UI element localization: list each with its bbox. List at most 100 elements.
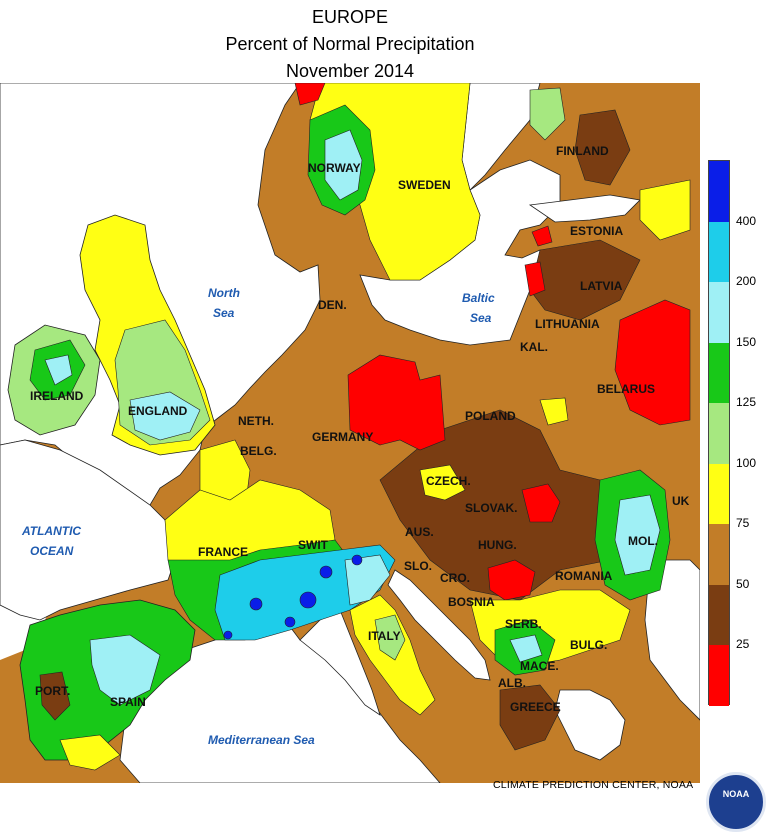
- italy-green: [374, 614, 406, 661]
- label-alb: ALB.: [498, 676, 526, 690]
- alps-darkblue-5: [223, 630, 233, 640]
- label-romania: ROMANIA: [555, 569, 613, 583]
- map-title-period: November 2014: [285, 61, 415, 81]
- aegean-sea: [554, 689, 626, 761]
- label-poland: POLAND: [465, 409, 516, 423]
- poland-yellow: [539, 397, 569, 426]
- alps-lightblue: [344, 554, 391, 606]
- legend-tick-label: 75: [736, 516, 750, 531]
- legend-swatch: [709, 645, 729, 706]
- alps-darkblue-3: [319, 565, 333, 579]
- label-finland: FINLAND: [556, 144, 609, 158]
- label-italy: ITALY: [368, 629, 401, 643]
- noaa-logo: NOAA: [706, 772, 766, 832]
- label-atlantic-1: ATLANTIC: [21, 524, 81, 538]
- slovakia-red: [521, 483, 561, 523]
- label-aus: AUS.: [405, 525, 434, 539]
- adriatic-sea: [387, 569, 491, 681]
- label-lithuania: LITHUANIA: [535, 317, 600, 331]
- alps-darkblue-1: [249, 597, 263, 611]
- legend-swatch: [709, 342, 729, 404]
- label-greece: GREECE: [510, 700, 561, 714]
- legend-swatch: [709, 584, 729, 646]
- alps-darkblue-6: [284, 616, 296, 628]
- black-sea: [644, 559, 700, 721]
- legend-swatch: [709, 282, 729, 343]
- label-spain: SPAIN: [110, 695, 146, 709]
- finland-green: [529, 87, 566, 141]
- label-england: ENGLAND: [128, 404, 188, 418]
- legend-swatch: [709, 403, 729, 464]
- label-atlantic-2: OCEAN: [30, 544, 74, 558]
- label-mol: MOL.: [628, 534, 658, 548]
- germany-red: [347, 354, 446, 451]
- label-ireland: IRELAND: [30, 389, 84, 403]
- hungary-red: [487, 559, 536, 601]
- label-slo: SLO.: [404, 559, 432, 573]
- label-estonia: ESTONIA: [570, 224, 623, 238]
- bay-of-biscay: [0, 439, 176, 621]
- legend-tick-label: 125: [736, 395, 757, 410]
- label-sweden: SWEDEN: [398, 178, 451, 192]
- label-belarus: BELARUS: [597, 382, 655, 396]
- legend-colorbar: [708, 160, 730, 706]
- norway-red: [294, 83, 326, 106]
- legend-tick-label: 100: [736, 455, 757, 470]
- legend-tick-label: 25: [736, 637, 750, 652]
- belarus-red: [614, 299, 691, 426]
- label-france: FRANCE: [198, 545, 248, 559]
- label-uk: UK: [672, 494, 690, 508]
- label-belg: BELG.: [240, 444, 277, 458]
- label-north-sea-2: Sea: [213, 306, 235, 320]
- spain-yellow-south: [59, 734, 121, 771]
- portugal-darkbrown: [39, 671, 71, 721]
- legend-tick-label: 50: [736, 576, 750, 591]
- color-legend: 400 200 150 125 100 75 50 25: [708, 160, 778, 706]
- label-neth: NETH.: [238, 414, 274, 428]
- label-serb: SERB.: [505, 617, 542, 631]
- label-mace: MACE.: [520, 659, 559, 673]
- alps-darkblue-4: [351, 554, 363, 566]
- label-swit: SWIT: [298, 538, 329, 552]
- label-czech: CZECH.: [426, 474, 471, 488]
- label-baltic-sea-1: Baltic: [462, 291, 495, 305]
- czech-yellow: [419, 464, 466, 501]
- label-cro: CRO.: [440, 571, 470, 585]
- legend-tick-label: 200: [736, 274, 757, 289]
- legend-tick-label: 150: [736, 334, 757, 349]
- legend-swatch: [709, 221, 729, 283]
- credit-text: CLIMATE PREDICTION CENTER, NOAA: [493, 779, 694, 791]
- estonia-red: [531, 225, 553, 247]
- finland-darkbrown: [574, 109, 631, 186]
- legend-tick-label: 400: [736, 213, 757, 228]
- noaa-logo-text: NOAA: [722, 789, 750, 799]
- england-blue: [129, 391, 201, 441]
- norway-blue: [324, 129, 363, 201]
- label-latvia: LATVIA: [580, 279, 623, 293]
- label-germany: GERMANY: [312, 430, 373, 444]
- label-bulg: BULG.: [570, 638, 607, 652]
- label-slovak: SLOVAK.: [465, 501, 517, 515]
- label-den: DEN.: [318, 298, 347, 312]
- label-port: PORT.: [35, 684, 70, 698]
- greece-darkbrown: [499, 684, 561, 751]
- alps-darkblue-2: [299, 591, 317, 609]
- map-title-block: EUROPE Percent of Normal Precipitation N…: [150, 4, 550, 85]
- label-north-sea-1: North: [208, 286, 240, 300]
- label-kal: KAL.: [520, 340, 548, 354]
- legend-swatch: [709, 524, 729, 585]
- label-baltic-sea-2: Sea: [470, 311, 492, 325]
- latvia-red: [524, 261, 546, 297]
- label-mediterranean: Mediterranean Sea: [208, 733, 315, 747]
- label-hung: HUNG.: [478, 538, 517, 552]
- spain-lightblue: [89, 634, 161, 706]
- finland-yellow: [639, 179, 691, 241]
- ireland-blue: [44, 354, 73, 386]
- gulf-of-finland: [528, 194, 641, 223]
- balkans-lightblue: [509, 634, 543, 663]
- label-bosnia: BOSNIA: [448, 595, 495, 609]
- map-title-metric: Percent of Normal Precipitation: [225, 34, 475, 54]
- legend-swatch: [709, 463, 729, 525]
- romania-lightblue: [614, 494, 661, 576]
- label-norway: NORWAY: [308, 161, 361, 175]
